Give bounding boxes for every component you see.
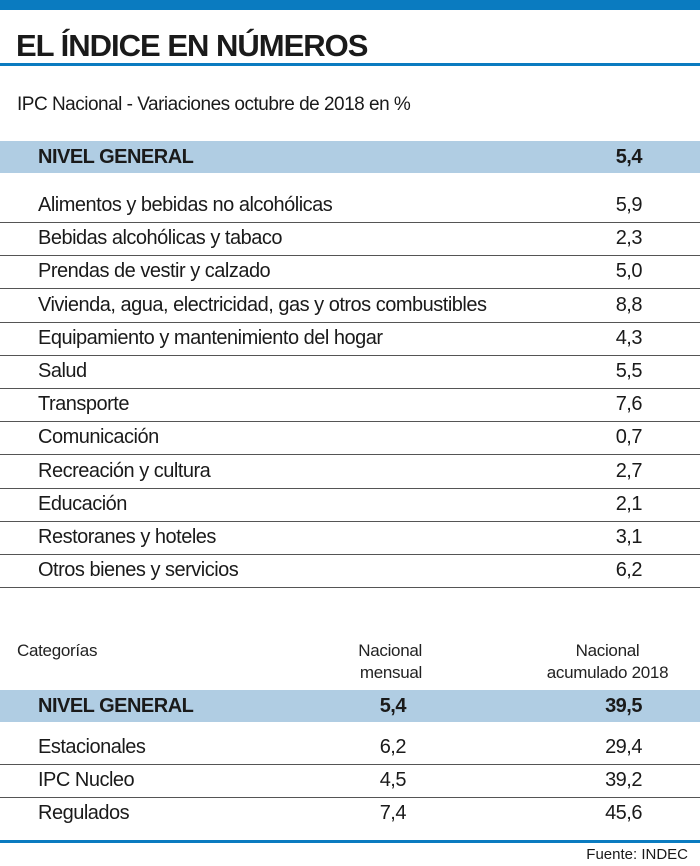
row-value: 2,7 [615,459,643,482]
total-band [0,690,700,722]
row-label: Vivienda, agua, electricidad, gas y otro… [38,293,487,316]
row-label: NIVEL GENERAL [38,146,194,168]
row-label: IPC Nucleo [38,769,135,792]
table-row: Regulados 7,4 45,6 [0,797,700,830]
row-value: 5,9 [615,194,643,216]
col-header-categorias: Categorías [17,641,98,660]
row-label: Prendas de vestir y calzado [38,260,271,283]
row-value: 4,3 [615,326,643,349]
table-row: Bebidas alcohólicas y tabaco 2,3 [0,222,700,257]
row-label: NIVEL GENERAL [38,695,194,717]
row-mensual: 4,5 [379,769,407,792]
total-band [0,141,700,173]
col-header-acumulado: Nacional acumulado 2018 [530,640,685,684]
table-row: Educación 2,1 [0,488,700,522]
row-value: 5,0 [615,260,643,283]
row-mensual: 7,4 [379,802,407,825]
row-label: Comunicación [38,426,159,449]
col-header-line: Nacional [575,641,640,660]
table-row: Transporte 7,6 [0,388,700,423]
title-rule [0,63,700,66]
row-mensual: 6,2 [379,736,407,758]
row-label: Educación [38,492,127,515]
col-header-line: mensual [359,663,422,682]
row-label: Salud [38,360,87,382]
row-acumulado: 39,2 [605,769,642,792]
row-acumulado: 29,4 [605,736,642,758]
row-label: Bebidas alcohólicas y tabaco [38,227,282,250]
source-note: Fuente: INDEC [586,846,688,863]
bottom-rule [0,840,700,843]
row-value: 2,1 [615,492,643,515]
row-acumulado: 45,6 [605,802,642,825]
row-label: Recreación y cultura [38,459,211,482]
row-acumulado: 39,5 [605,695,642,717]
row-value: 6,2 [615,559,643,582]
subtitle: IPC Nacional - Variaciones octubre de 20… [17,94,411,115]
table-row: Estacionales 6,2 29,4 [0,731,700,765]
row-label: Alimentos y bebidas no alcohólicas [38,194,333,216]
row-label: Transporte [38,393,129,416]
row-label: Estacionales [38,736,146,758]
table-row: Restoranes y hoteles 3,1 [0,521,700,555]
row-label: Regulados [38,802,130,825]
table-row: Vivienda, agua, electricidad, gas y otro… [0,289,700,323]
table-row: Prendas de vestir y calzado 5,0 [0,255,700,290]
table-row: IPC Nucleo 4,5 39,2 [0,764,700,799]
row-value: 3,1 [615,526,643,548]
table-row: Otros bienes y servicios 6,2 [0,554,700,589]
row-label: Equipamiento y mantenimiento del hogar [38,326,383,349]
row-label: Restoranes y hoteles [38,526,216,548]
col-header-line: acumulado 2018 [546,663,669,682]
row-value: 0,7 [615,426,643,449]
row-value: 2,3 [615,227,643,250]
table2-total-row: NIVEL GENERAL 5,4 39,5 [0,690,700,723]
table1-total-row: NIVEL GENERAL 5,4 [0,141,700,174]
table-row: Comunicación 0,7 [0,421,700,456]
col-header-line: Nacional [358,641,422,660]
col-header-mensual: Nacional mensual [330,640,422,684]
table-row: Recreación y cultura 2,7 [0,455,700,489]
table-row: Alimentos y bebidas no alcohólicas 5,9 [0,189,700,223]
page-title: EL ÍNDICE EN NÚMEROS [16,28,368,63]
row-value: 7,6 [615,393,643,416]
top-accent-bar [0,0,700,10]
row-value: 8,8 [615,293,643,316]
row-label: Otros bienes y servicios [38,559,239,582]
table-row: Salud 5,5 [0,355,700,389]
row-mensual: 5,4 [379,695,407,717]
row-value: 5,4 [615,146,643,168]
table-row: Equipamiento y mantenimiento del hogar 4,… [0,322,700,356]
row-value: 5,5 [615,360,643,382]
